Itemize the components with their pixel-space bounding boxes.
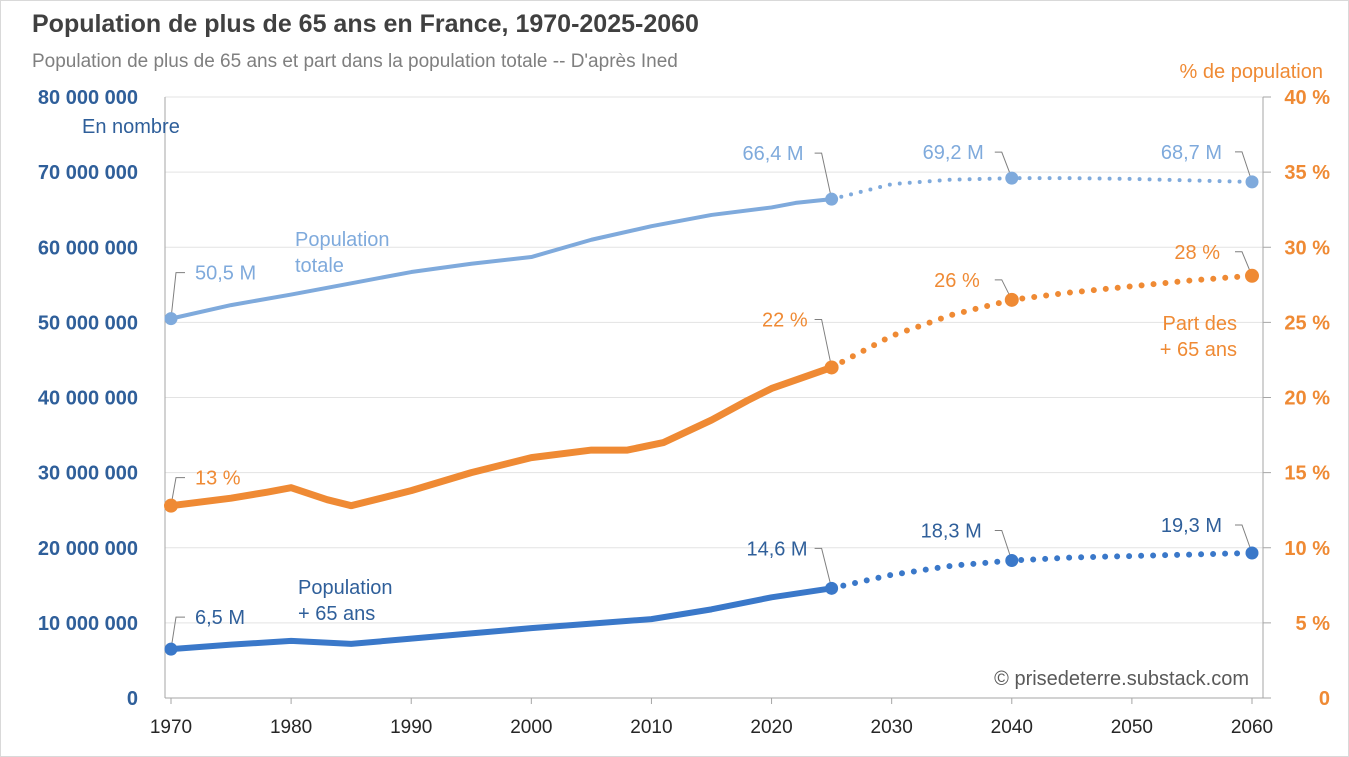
- y-tick-label-left: 40 000 000: [38, 388, 138, 410]
- data-label: 22 %: [762, 309, 808, 331]
- y-tick-label-left: 60 000 000: [38, 237, 138, 259]
- x-tick-label: 1980: [270, 717, 312, 738]
- annotation-leader: [814, 547, 833, 589]
- y-tick-label-right: 0: [1319, 688, 1330, 710]
- y-tick-label-left: 50 000 000: [38, 312, 138, 334]
- x-tick-label: 2040: [991, 717, 1033, 738]
- y-tick-label-left: 70 000 000: [38, 162, 138, 184]
- chart-subtitle: Population de plus de 65 ans et part dan…: [32, 51, 678, 72]
- y-tick-label-right: 20 %: [1284, 388, 1330, 410]
- y-tick-label-right: 10 %: [1284, 538, 1330, 560]
- y-tick-label-right: 25 %: [1284, 312, 1330, 334]
- x-tick-label: 1990: [390, 717, 432, 738]
- annotation-leader: [814, 152, 833, 200]
- annotation-leader: [1235, 151, 1253, 183]
- y-axis-label-right: % de population: [1180, 61, 1323, 83]
- y-tick-label-left: 20 000 000: [38, 538, 138, 560]
- series-line-projected: [829, 176, 1254, 202]
- annotation-leader: [994, 279, 1013, 301]
- series-label: Population: [298, 577, 393, 599]
- data-label: 6,5 M: [195, 607, 245, 629]
- annotation-leader: [170, 272, 185, 319]
- data-label: 13 %: [195, 468, 241, 490]
- series-label: Population: [295, 229, 390, 251]
- data-label: 50,5 M: [195, 263, 256, 285]
- y-tick-label-left: 30 000 000: [38, 463, 138, 485]
- annotation-leader: [170, 616, 185, 650]
- x-tick-label: 1970: [150, 717, 192, 738]
- data-point-marker: [825, 581, 839, 595]
- x-tick-label: 2020: [750, 717, 792, 738]
- y-axis-label-left: En nombre: [82, 116, 180, 138]
- y-tick-label-right: 35 %: [1284, 162, 1330, 184]
- annotation-leader: [814, 318, 833, 368]
- annotation-leader: [1235, 524, 1253, 554]
- y-tick-label-left: 80 000 000: [38, 87, 138, 109]
- data-label: 28 %: [1174, 242, 1220, 264]
- series-line-observed: [167, 363, 836, 510]
- series-label: + 65 ans: [1160, 339, 1237, 361]
- data-point-marker: [825, 192, 839, 206]
- series-label: totale: [295, 255, 344, 277]
- credit: © prisedeterre.substack.com: [994, 668, 1249, 690]
- series-label: Part des: [1163, 313, 1237, 335]
- chart-title: Population de plus de 65 ans en France, …: [32, 10, 699, 38]
- series-line-observed: [169, 197, 834, 321]
- x-tick-label: 2060: [1231, 717, 1273, 738]
- series-line-observed: [168, 585, 835, 653]
- series-line-projected: [828, 550, 1255, 592]
- data-point-marker: [1245, 175, 1259, 189]
- x-tick-label: 2010: [630, 717, 672, 738]
- data-label: 66,4 M: [742, 143, 803, 165]
- annotation-leader: [170, 477, 185, 506]
- x-tick-label: 2030: [871, 717, 913, 738]
- data-point-marker: [1005, 171, 1019, 185]
- y-tick-label-right: 5 %: [1296, 613, 1331, 635]
- y-tick-label-right: 30 %: [1284, 237, 1330, 259]
- y-tick-label-left: 10 000 000: [38, 613, 138, 635]
- data-label: 26 %: [934, 270, 980, 292]
- data-point-marker: [164, 498, 178, 513]
- y-tick-label-right: 15 %: [1284, 463, 1330, 485]
- data-point-marker: [1004, 292, 1019, 307]
- data-label: 69,2 M: [923, 142, 984, 164]
- data-point-marker: [824, 360, 839, 375]
- data-point-marker: [1005, 554, 1019, 568]
- x-tick-label: 2000: [510, 717, 552, 738]
- data-point-marker: [164, 642, 178, 656]
- data-label: 18,3 M: [921, 521, 982, 543]
- series-label: + 65 ans: [298, 603, 375, 625]
- data-label: 14,6 M: [746, 538, 807, 560]
- x-tick-label: 2050: [1111, 717, 1153, 738]
- y-tick-label-right: 40 %: [1284, 87, 1330, 109]
- data-label: 19,3 M: [1161, 515, 1222, 537]
- data-point-marker: [1245, 546, 1259, 560]
- data-point-marker: [1245, 268, 1259, 283]
- annotation-leader: [994, 151, 1013, 179]
- annotation-leader: [994, 530, 1013, 561]
- annotation-leader: [1235, 251, 1253, 276]
- y-tick-label-left: 0: [127, 688, 138, 710]
- data-label: 68,7 M: [1161, 142, 1222, 164]
- data-point-marker: [164, 312, 178, 326]
